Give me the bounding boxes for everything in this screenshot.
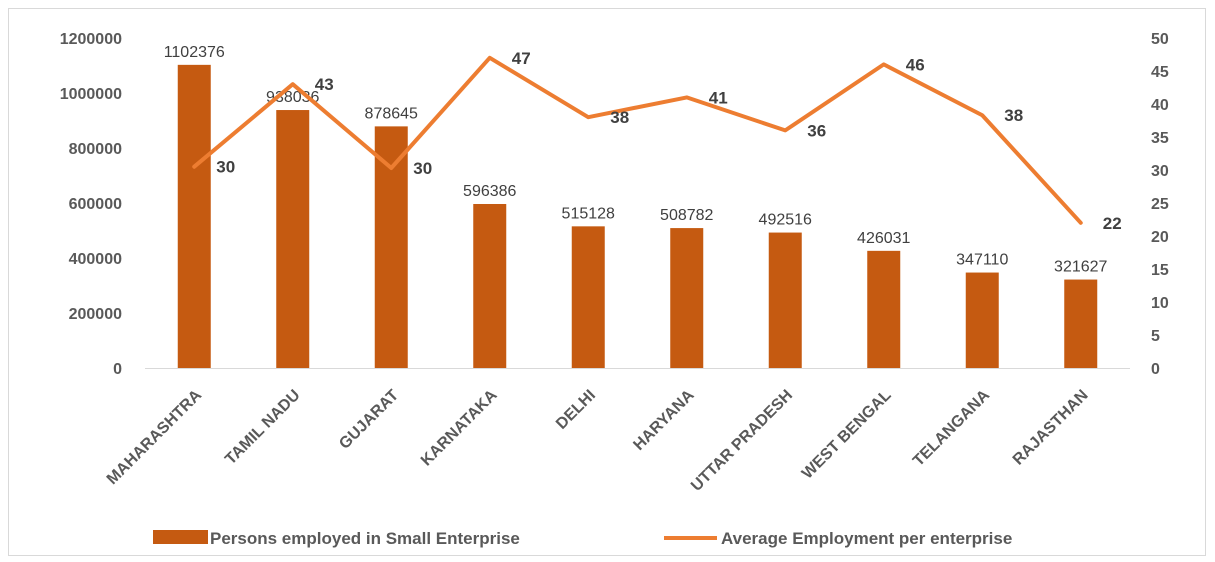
right-axis-tick-label: 15 <box>1151 262 1169 279</box>
right-axis-tick-label: 25 <box>1151 196 1169 213</box>
line-data-label: 38 <box>1004 106 1023 125</box>
right-axis-tick-label: 50 <box>1151 31 1169 48</box>
legend-bar-label: Persons employed in Small Enterprise <box>210 529 520 548</box>
right-axis-tick-label: 35 <box>1151 130 1169 147</box>
line-data-label: 36 <box>807 121 826 140</box>
bar <box>571 226 605 368</box>
bar-data-label: 347110 <box>956 252 1008 269</box>
bar <box>1064 279 1098 368</box>
right-axis-tick-label: 20 <box>1151 229 1169 246</box>
category-label: GUJARAT <box>336 387 402 453</box>
bar <box>768 232 802 368</box>
left-axis-tick-label: 0 <box>113 361 122 378</box>
bar <box>670 228 704 368</box>
left-axis-tick-label: 600000 <box>69 196 122 213</box>
left-axis: 0 200000 400000 600000 800000 1000000 1200000 <box>60 31 122 378</box>
right-axis-tick-label: 40 <box>1151 97 1169 114</box>
line-data-label: 47 <box>512 49 531 68</box>
line-path <box>192 55 1083 225</box>
line-data-label: 30 <box>216 158 235 177</box>
legend-line-label: Average Employment per enterprise <box>721 529 1012 548</box>
bar-data-label: 596386 <box>463 183 516 200</box>
category-label: KARNATAKA <box>418 386 501 469</box>
bar-data-label: 492516 <box>759 212 812 229</box>
category-label: WEST BENGAL <box>799 387 895 483</box>
category-label: RAJASTHAN <box>1010 387 1092 469</box>
left-axis-tick-label: 1000000 <box>60 86 122 103</box>
bar-series <box>177 64 1098 369</box>
bar <box>965 272 999 368</box>
bar <box>867 250 901 368</box>
line-data-label: 22 <box>1103 214 1122 233</box>
right-axis: 0 5 10 15 20 25 30 35 40 45 50 <box>1151 31 1169 378</box>
category-label: DELHI <box>553 387 599 433</box>
category-label: HARYANA <box>630 386 697 453</box>
legend-bar-swatch <box>153 530 208 544</box>
bar-data-label: 515128 <box>562 205 615 222</box>
bar-data-label: 426031 <box>857 230 910 247</box>
right-axis-tick-label: 45 <box>1151 64 1169 81</box>
legend: Persons employed in Small Enterprise Ave… <box>153 529 1012 548</box>
bar <box>473 203 507 368</box>
category-label: TELANGANA <box>910 386 993 469</box>
category-labels: MAHARASHTRA TAMIL NADU GUJARAT KARNATAKA DEL… <box>104 386 1092 494</box>
right-axis-tick-label: 5 <box>1151 328 1160 345</box>
bar <box>177 64 211 368</box>
bar-data-label: 878645 <box>365 105 418 122</box>
bar-data-label: 1102376 <box>164 44 225 61</box>
left-axis-tick-label: 400000 <box>69 251 122 268</box>
category-label: TAMIL NADU <box>222 387 303 468</box>
line-data-label: 43 <box>315 75 334 94</box>
line-data-label: 41 <box>709 88 728 107</box>
line-data-labels: 30 43 30 47 38 41 36 46 38 22 <box>216 49 1121 233</box>
right-axis-tick-label: 30 <box>1151 163 1169 180</box>
left-axis-tick-label: 200000 <box>69 306 122 323</box>
bar-data-label: 508782 <box>660 207 713 224</box>
line-data-label: 38 <box>610 108 629 127</box>
left-axis-tick-label: 1200000 <box>60 31 122 48</box>
right-axis-tick-label: 0 <box>1151 361 1160 378</box>
bar <box>276 110 310 368</box>
line-data-label: 46 <box>906 55 925 74</box>
category-label: UTTAR PRADESH <box>688 387 796 495</box>
line-data-label: 30 <box>413 159 432 178</box>
left-axis-tick-label: 800000 <box>69 141 122 158</box>
bar-data-label: 321627 <box>1054 259 1107 276</box>
category-label: MAHARASHTRA <box>104 386 206 488</box>
bar <box>374 126 408 369</box>
line-series <box>192 55 1083 225</box>
right-axis-tick-label: 10 <box>1151 295 1169 312</box>
